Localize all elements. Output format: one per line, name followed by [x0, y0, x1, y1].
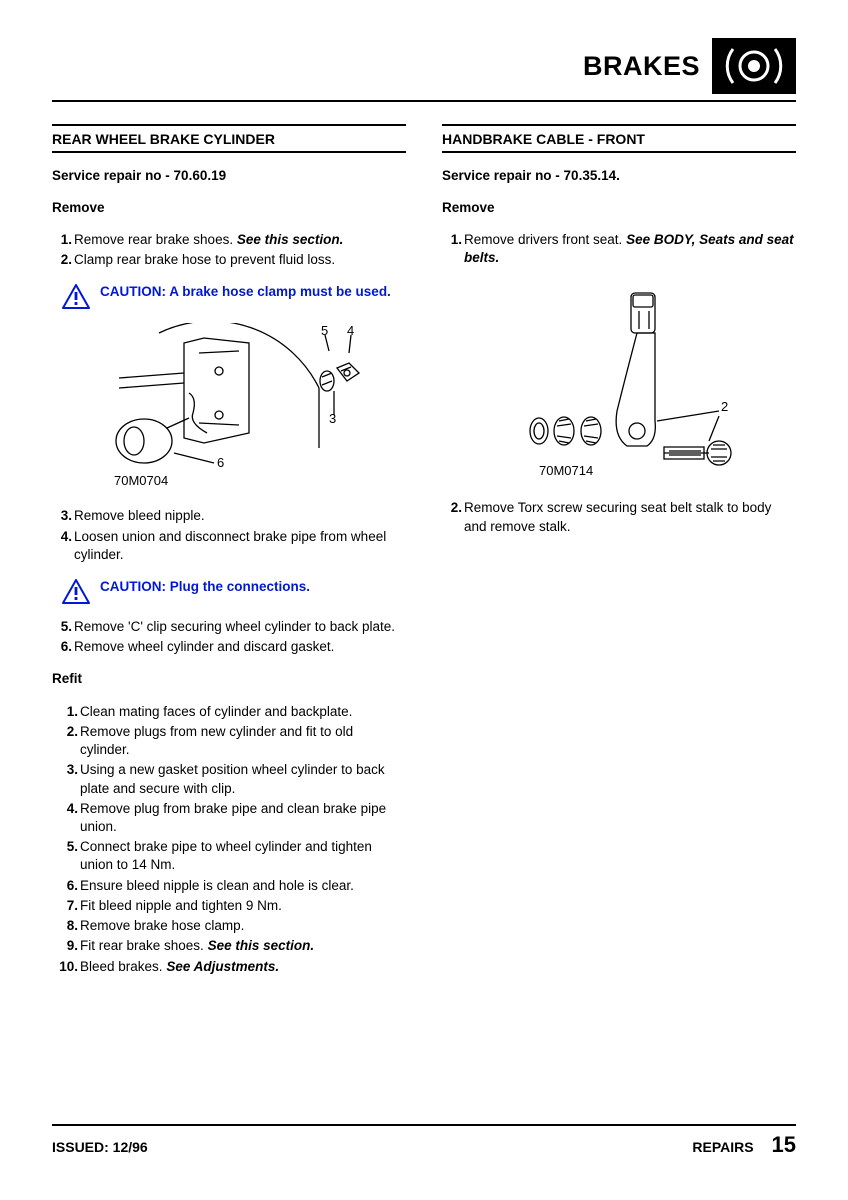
- step: Bleed brakes. See Adjustments.: [80, 958, 406, 976]
- warning-icon: [62, 284, 90, 309]
- step: Remove brake hose clamp.: [80, 917, 406, 935]
- step: Remove bleed nipple.: [74, 507, 406, 525]
- callout-6: 6: [217, 455, 224, 470]
- remove-heading: Remove: [52, 199, 406, 217]
- left-column: REAR WHEEL BRAKE CYLINDER Service repair…: [52, 124, 406, 990]
- step: Remove 'C' clip securing wheel cylinder …: [74, 618, 406, 636]
- issued-date: ISSUED: 12/96: [52, 1139, 148, 1155]
- section-rule: [52, 151, 406, 153]
- caution-text: CAUTION: Plug the connections.: [100, 578, 310, 596]
- diagram-70m0714: 2 70M0714: [479, 281, 759, 481]
- caution-text: CAUTION: A brake hose clamp must be used…: [100, 283, 391, 301]
- refit-steps: Clean mating faces of cylinder and backp…: [52, 703, 406, 976]
- step: Loosen union and disconnect brake pipe f…: [74, 528, 406, 564]
- step: Remove wheel cylinder and discard gasket…: [74, 638, 406, 656]
- step: Ensure bleed nipple is clean and hole is…: [80, 877, 406, 895]
- service-no: Service repair no - 70.35.14.: [442, 167, 796, 185]
- diagram-70m0704: 5 4 3 6 70M0704: [89, 323, 369, 493]
- section-rule: [442, 151, 796, 153]
- footer-section: REPAIRS: [692, 1139, 753, 1155]
- warning-icon: [62, 579, 90, 604]
- section-rule: [52, 124, 406, 126]
- remove-steps-2: Remove bleed nipple. Loosen union and di…: [52, 507, 406, 564]
- step: Connect brake pipe to wheel cylinder and…: [80, 838, 406, 874]
- step: Clamp rear brake hose to prevent fluid l…: [74, 251, 406, 269]
- remove-heading: Remove: [442, 199, 796, 217]
- brakes-icon: [712, 38, 796, 94]
- step: Using a new gasket position wheel cylind…: [80, 761, 406, 797]
- page-number: 15: [772, 1132, 796, 1157]
- step: Fit rear brake shoes. See this section.: [80, 937, 406, 955]
- section-rule: [442, 124, 796, 126]
- step: Remove drivers front seat. See BODY, Sea…: [464, 231, 796, 267]
- header-rule: [52, 100, 796, 102]
- right-title: HANDBRAKE CABLE - FRONT: [442, 131, 796, 147]
- step: Remove rear brake shoes. See this sectio…: [74, 231, 406, 249]
- callout-5: 5: [321, 323, 328, 338]
- remove-steps-r1: Remove drivers front seat. See BODY, Sea…: [442, 231, 796, 267]
- callout-4: 4: [347, 323, 354, 338]
- footer-right: REPAIRS 15: [692, 1132, 796, 1158]
- section-title: BRAKES: [583, 51, 700, 82]
- caution-2: CAUTION: Plug the connections.: [62, 578, 406, 604]
- diagram-ref: 70M0714: [539, 463, 593, 478]
- page-header: BRAKES: [52, 38, 796, 94]
- callout-3: 3: [329, 411, 336, 426]
- callout-2: 2: [721, 399, 728, 414]
- service-no: Service repair no - 70.60.19: [52, 167, 406, 185]
- footer-rule: [52, 1124, 796, 1126]
- step: Remove plugs from new cylinder and fit t…: [80, 723, 406, 759]
- left-title: REAR WHEEL BRAKE CYLINDER: [52, 131, 406, 147]
- remove-steps-3: Remove 'C' clip securing wheel cylinder …: [52, 618, 406, 656]
- remove-steps-r2: Remove Torx screw securing seat belt sta…: [442, 499, 796, 535]
- content-columns: REAR WHEEL BRAKE CYLINDER Service repair…: [52, 124, 796, 990]
- step: Fit bleed nipple and tighten 9 Nm.: [80, 897, 406, 915]
- step: Remove plug from brake pipe and clean br…: [80, 800, 406, 836]
- diagram-ref: 70M0704: [114, 473, 168, 488]
- refit-heading: Refit: [52, 670, 406, 688]
- caution-1: CAUTION: A brake hose clamp must be used…: [62, 283, 406, 309]
- right-column: HANDBRAKE CABLE - FRONT Service repair n…: [442, 124, 796, 990]
- step: Remove Torx screw securing seat belt sta…: [464, 499, 796, 535]
- page-footer: ISSUED: 12/96 REPAIRS 15: [52, 1124, 796, 1158]
- step: Clean mating faces of cylinder and backp…: [80, 703, 406, 721]
- remove-steps-1: Remove rear brake shoes. See this sectio…: [52, 231, 406, 269]
